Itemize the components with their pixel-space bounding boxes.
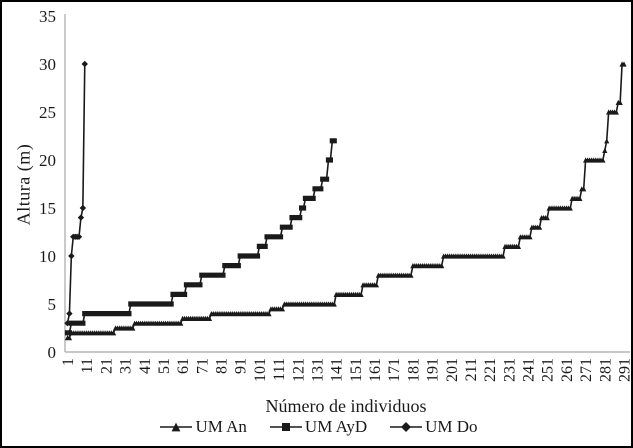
x-tick-label: 291: [617, 358, 633, 382]
x-tick-label: 51: [156, 358, 173, 374]
x-tick-label: 201: [444, 358, 461, 382]
y-tick-label: 5: [48, 295, 57, 314]
legend-label: UM Do: [425, 417, 478, 436]
x-tick-label: 151: [348, 358, 365, 382]
x-tick-label: 121: [290, 358, 307, 382]
x-tick-label: 71: [194, 358, 211, 374]
triangle-marker-icon: [160, 422, 193, 432]
x-tick-label: 271: [578, 358, 595, 382]
y-axis-title: Altura (m): [13, 143, 34, 226]
y-tick-label: 35: [39, 7, 56, 26]
x-tick-label: 31: [118, 358, 135, 374]
x-tick-label: 81: [214, 358, 231, 374]
x-tick-label: 41: [137, 358, 154, 374]
x-tick-label: 101: [252, 358, 269, 382]
x-tick-label: 11: [79, 358, 96, 373]
legend-item-um-ayd: UM AyD: [269, 417, 367, 437]
series-markers-um-ayd: [64, 138, 337, 336]
y-tick-label: 25: [39, 103, 56, 122]
y-tick-label: 10: [39, 247, 56, 266]
x-tick-label: 111: [271, 358, 288, 381]
series-line-um-do: [66, 63, 86, 324]
legend-item-um-do: UM Do: [389, 417, 478, 437]
x-axis-title: Número de individuos: [265, 396, 427, 416]
x-tick-label: 251: [540, 358, 557, 382]
legend-label: UM AyD: [304, 417, 368, 436]
x-tick-label: 91: [233, 358, 250, 374]
x-tick-label: 61: [175, 358, 192, 374]
x-tick-label: 141: [329, 358, 346, 382]
x-tick-label: 221: [482, 358, 499, 382]
series-markers-um-an: [64, 61, 627, 341]
x-tick-label: 231: [501, 358, 518, 382]
x-tick-label: 211: [463, 358, 480, 381]
x-tick-label: 281: [597, 358, 614, 382]
x-tick-label: 241: [521, 358, 538, 382]
x-tick-label: 191: [425, 358, 442, 382]
x-tick-label: 21: [98, 358, 115, 374]
y-tick-label: 0: [48, 343, 57, 362]
y-tick-label: 20: [39, 151, 56, 170]
y-tick-label: 15: [39, 199, 56, 218]
x-tick-label: 131: [309, 358, 326, 382]
x-tick-label: 1: [60, 358, 77, 366]
legend-label: UM An: [195, 417, 247, 436]
legend: UM An UM AyD UM Do: [2, 417, 631, 437]
x-tick-label: 181: [405, 358, 422, 382]
square-marker-icon: [269, 423, 302, 431]
x-tick-label: 261: [559, 358, 576, 382]
x-tick-label: 161: [367, 358, 384, 382]
y-tick-label: 30: [39, 55, 56, 74]
x-tick-label: 171: [386, 358, 403, 382]
diamond-marker-icon: [390, 422, 423, 432]
legend-item-um-an: UM An: [159, 417, 247, 437]
